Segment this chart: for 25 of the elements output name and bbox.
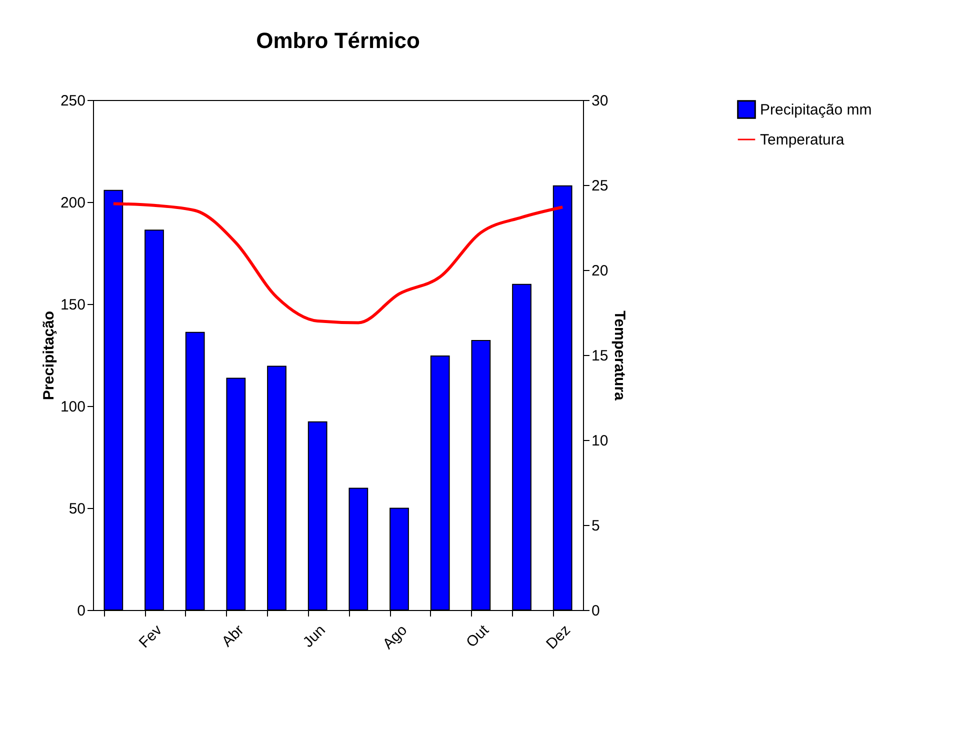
y2-tick-label: 25 [592,178,608,194]
y2-tick-label: 15 [592,348,608,364]
y2-tick-label: 0 [592,602,600,620]
y-tick-label: 200 [60,194,86,212]
x-tick-label: Out [463,621,493,651]
y-axis-title: Precipitação [40,310,58,400]
chart-title: Ombro Térmico [256,28,420,53]
x-tick-label: Ago [380,622,411,653]
y-tick-label: 250 [60,92,86,110]
y-tick-label: 100 [60,398,86,416]
y2-tick-label: 10 [592,432,608,450]
y2-tick-label: 5 [592,518,600,534]
line-series [112,202,564,324]
y2-tick-label: 30 [592,92,608,110]
y-tick-label: 50 [68,500,86,518]
x-tick-label: Fev [136,621,166,652]
y-tick-label: 0 [77,602,86,620]
x-tick-label: Jun [300,622,329,651]
legend-label: Precipitação mm [760,102,872,118]
x-tick-label: Abr [218,622,248,650]
y-tick-label: 150 [60,296,86,314]
legend-label: Temperatura [760,132,845,148]
y2-axis-title: Temperatura [611,310,628,402]
x-tick-label: Dez [543,622,574,653]
y2-tick-label: 20 [592,262,608,280]
